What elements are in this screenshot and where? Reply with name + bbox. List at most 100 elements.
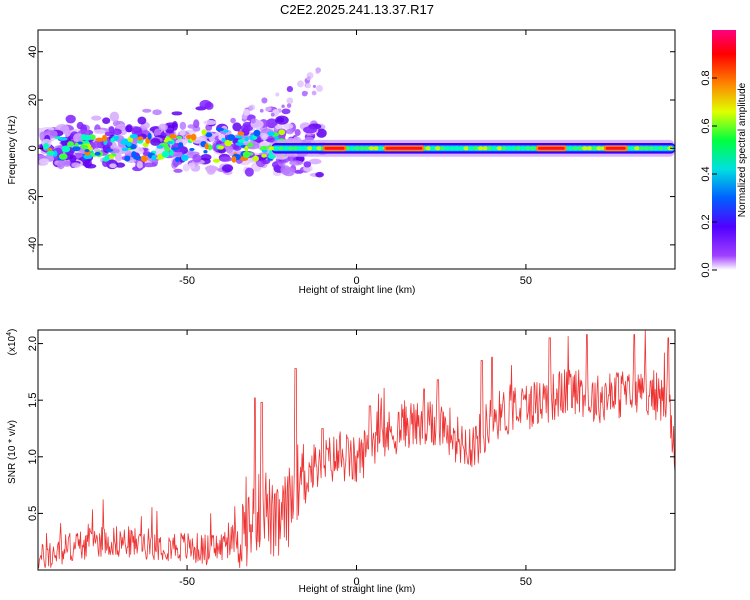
spectrogram-cell (206, 169, 216, 175)
snr-x-tick-label: -50 (179, 576, 195, 588)
spectrogram-cell (221, 164, 234, 173)
spectrogram-cell (315, 171, 324, 178)
spectrogram-cell (224, 139, 232, 147)
spectrogram-cell (81, 144, 89, 150)
spectrogram-cell (316, 85, 323, 92)
spectrogram-cell (83, 153, 93, 160)
spectrogram-cell (124, 155, 131, 162)
spectrogram-cell (270, 112, 275, 117)
spectrogram-cell (169, 133, 177, 139)
spectrogram-cell (296, 80, 304, 88)
spectrogram-x-tick-label: -50 (179, 275, 195, 287)
snr-y-tick-label: 0.5 (27, 506, 39, 521)
spectrogram-cell (152, 109, 162, 116)
spectrogram-cell (311, 90, 317, 96)
spectrogram-cell (204, 101, 214, 110)
line-cell (596, 146, 603, 151)
line-cell (453, 146, 460, 151)
colorbar-tick-label: 0.2 (700, 214, 712, 229)
spectrogram-cell (278, 129, 286, 136)
spectrogram-y-tick-label: 0 (27, 145, 39, 151)
spectrogram-y-ticks: 40 20 0 -20 -40 (27, 46, 675, 253)
spectrogram-cell (261, 145, 268, 151)
spectrogram-cell (61, 145, 71, 153)
spectrogram-cell (65, 114, 76, 124)
spectrogram-cell (46, 150, 55, 156)
snr-y-tick-label: 1.5 (27, 393, 39, 408)
line-cell (581, 146, 588, 151)
line-cell (444, 146, 451, 151)
spectrogram-cell (106, 148, 114, 152)
spectrogram-cell (91, 115, 102, 121)
spectrogram-cell (82, 134, 92, 141)
spectrogram-y-tick-label: -20 (27, 189, 39, 205)
spectrogram-y-tick-label: 40 (27, 46, 39, 58)
line-cell (586, 146, 593, 151)
line-cell (273, 146, 280, 151)
spectrogram-cell (142, 162, 157, 168)
spectrogram-cell (281, 104, 285, 109)
line-cell (354, 146, 361, 151)
spectrogram-cell (219, 156, 233, 162)
spectrogram-cell (73, 133, 84, 143)
spectrogram-cell (274, 124, 283, 130)
spectrogram-cell (137, 116, 147, 125)
spectrogram-cell (140, 155, 148, 162)
spectrogram-cell (253, 129, 261, 137)
line-cell (425, 146, 432, 151)
spectrogram-cell (259, 141, 269, 148)
line-cell (449, 146, 456, 151)
line-cell (311, 146, 318, 151)
spectrogram-cell (114, 153, 123, 162)
spectrogram-cell (240, 144, 247, 148)
snr-scale-exponent: 4 (6, 332, 13, 336)
colorbar: 0.0 0.2 0.4 0.6 0.8 Normalized spectral ampl… (700, 30, 748, 278)
spectrogram-cell (203, 149, 208, 154)
line-cell (520, 146, 527, 151)
spectrogram-cell (108, 155, 115, 160)
line-cell (477, 146, 484, 151)
spectrogram-cell (84, 163, 97, 169)
spectrogram-cell (281, 108, 291, 115)
line-cell (496, 146, 503, 151)
spectrogram-panel: -50 0 50 40 20 0 -20 -40 Height of straight li… (7, 29, 676, 296)
figure-title: C2E2.2025.241.13.37.R17 (280, 2, 434, 17)
line-cell (468, 146, 475, 151)
spectrogram-cell (303, 126, 317, 134)
spectrogram-cell (156, 145, 164, 149)
colorbar-ticks: 0.0 0.2 0.4 0.6 0.8 (700, 70, 717, 278)
line-cell (505, 146, 512, 151)
spectrogram-cell (250, 118, 256, 124)
spectrogram-cell (77, 141, 83, 145)
spectrogram-cell (235, 135, 243, 139)
spectrogram-cell (121, 147, 129, 152)
snr-x-ticks: -50 0 50 (179, 330, 532, 588)
spectrogram-cell (205, 132, 213, 138)
snr-x-label: Height of straight line (km) (299, 584, 416, 595)
spectrogram-cell (203, 120, 217, 126)
snr-panel: -50 0 50 0.5 1.0 1.5 2.0 Height of straight l… (6, 329, 676, 595)
spectrogram-cell (147, 132, 152, 140)
spectrogram-cell (274, 136, 279, 141)
spectrogram-cell (169, 149, 174, 156)
spectrogram-cell (171, 111, 183, 116)
spectrogram-cell (267, 154, 276, 159)
spectrogram-cell (164, 145, 170, 153)
line-cell (567, 146, 574, 151)
spectrogram-cell (150, 138, 161, 146)
spectrogram-cell (315, 67, 322, 74)
snr-x-tick-label: 50 (520, 576, 532, 588)
snr-frame (37, 329, 676, 571)
spectrogram-marks (38, 67, 675, 178)
spectrogram-cell (131, 126, 143, 137)
line-cell (458, 146, 465, 151)
spectrogram-cell (244, 145, 249, 152)
spectrogram-cell (43, 142, 50, 150)
spectrogram-cell (312, 84, 317, 88)
line-cell (373, 146, 380, 151)
spectrogram-cell (182, 163, 190, 172)
spectrogram-cell (192, 153, 202, 163)
spectrogram-cell (121, 138, 129, 146)
spectrogram-cell (204, 142, 209, 150)
line-cell (297, 146, 304, 151)
